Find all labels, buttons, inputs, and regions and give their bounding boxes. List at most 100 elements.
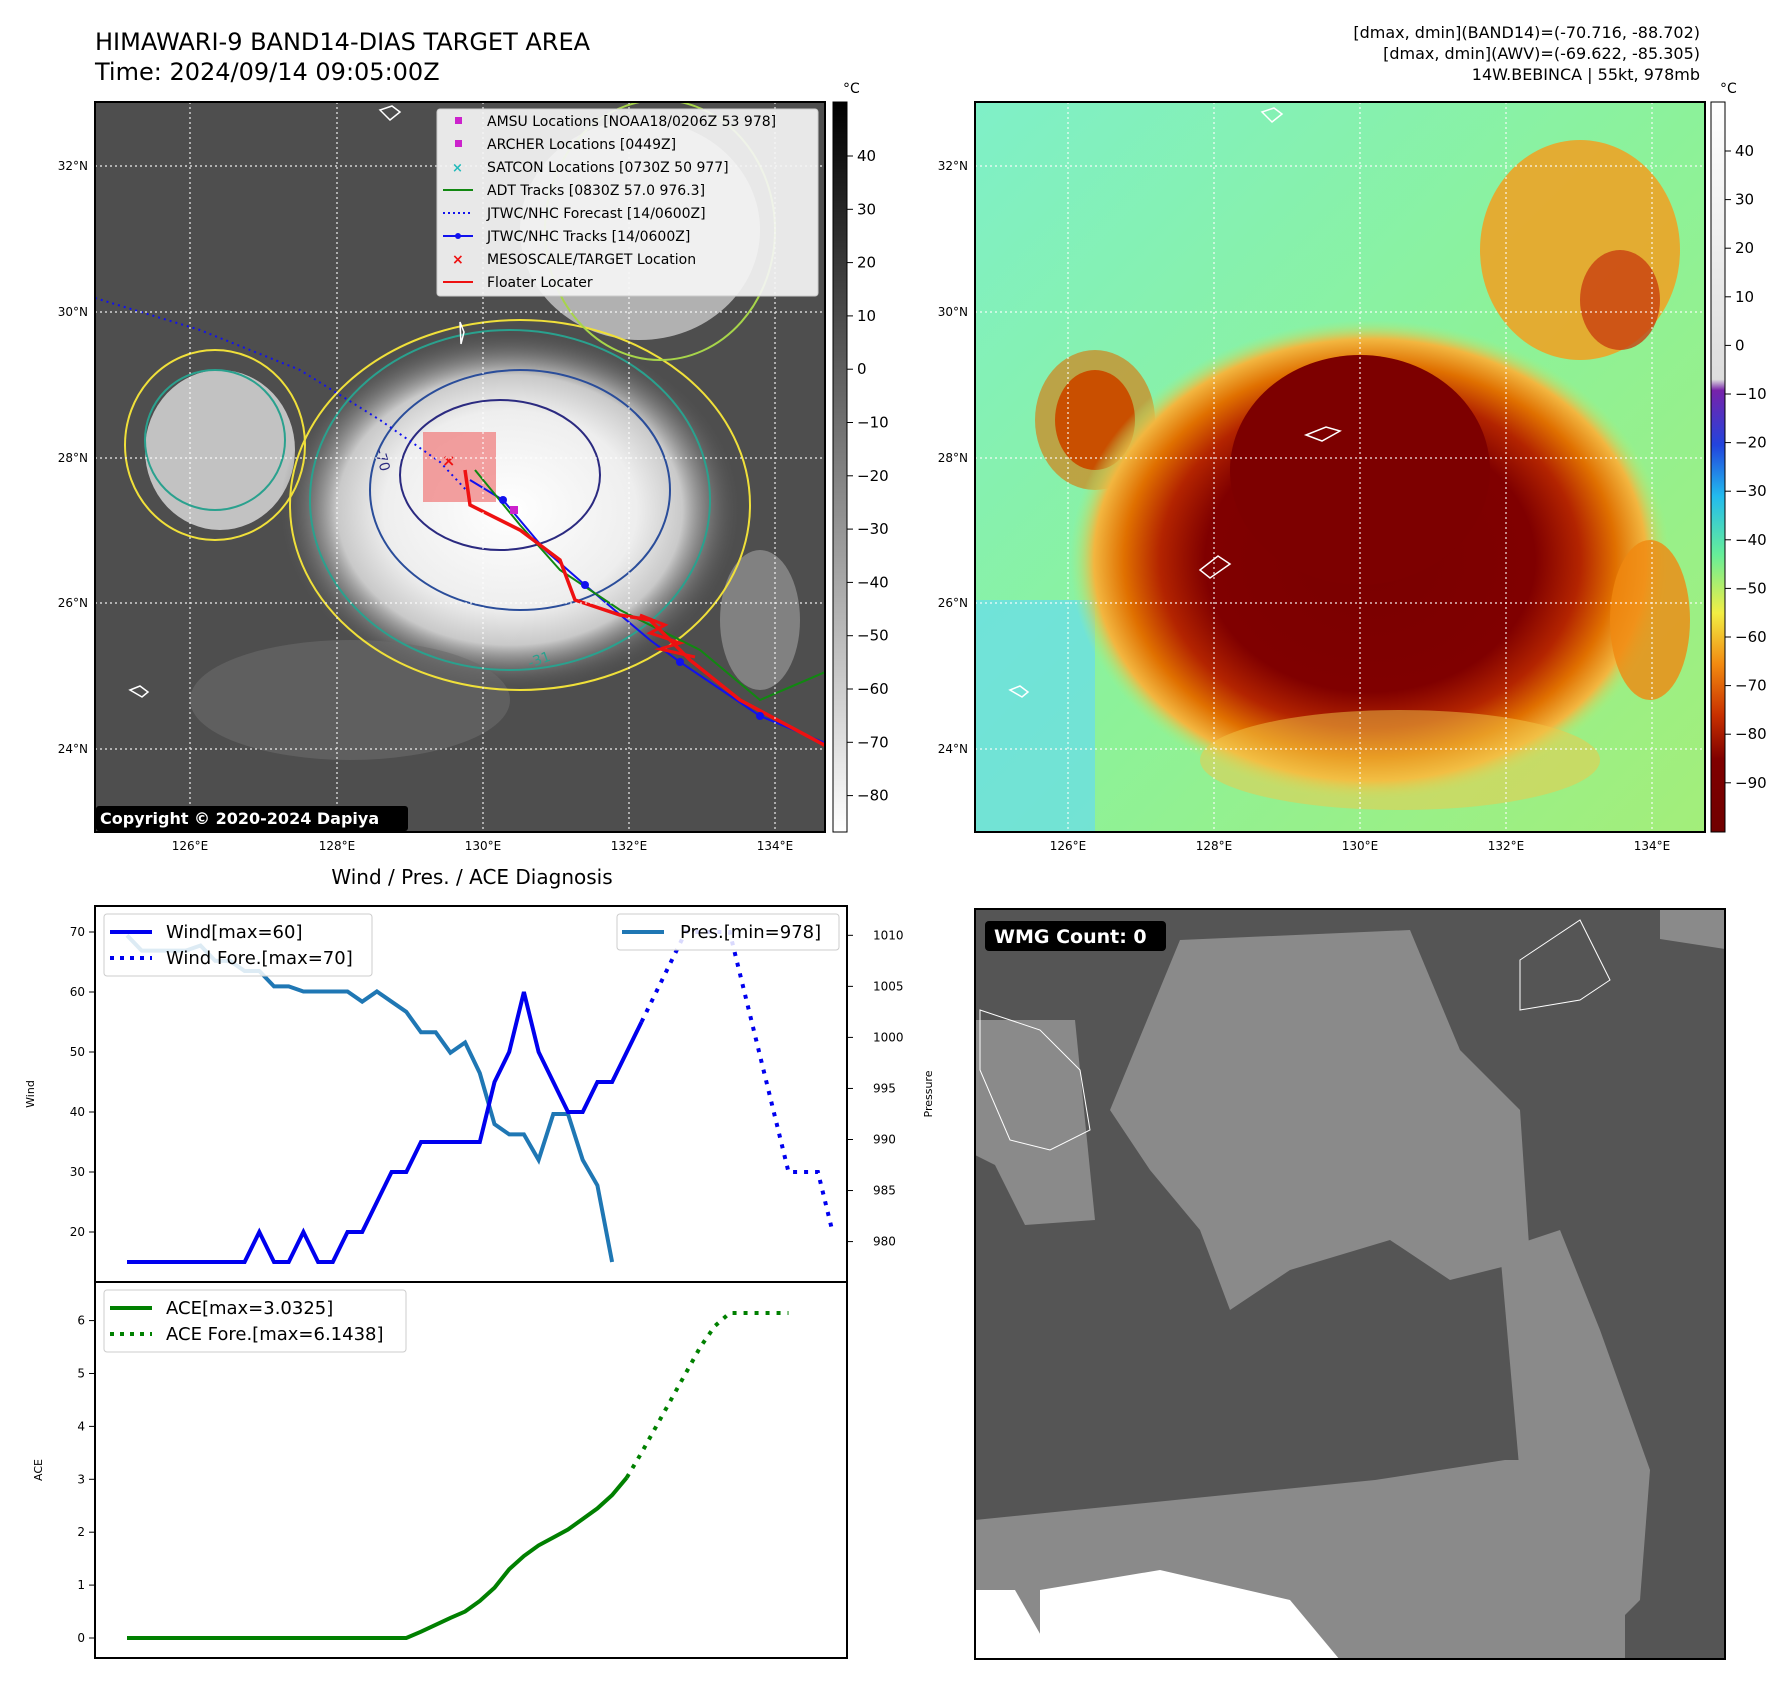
- colorbar-tick: −70: [857, 733, 889, 751]
- colorbar-tick: −50: [1735, 579, 1767, 597]
- lon-label: 130°E: [1342, 839, 1379, 853]
- wind-tick: 30: [70, 1165, 85, 1179]
- pressure-tick: 980: [873, 1235, 896, 1249]
- colorbar-tick: −80: [1735, 725, 1767, 743]
- ace-tick: 1: [77, 1578, 85, 1592]
- lat-label: 24°N: [58, 742, 88, 756]
- ace-tick: 2: [77, 1525, 85, 1539]
- pressure-tick: 985: [873, 1184, 896, 1198]
- lat-label: 26°N: [58, 596, 88, 610]
- lon-label: 126°E: [172, 839, 209, 853]
- colorbar-tick: −40: [857, 573, 889, 591]
- ace-series: [127, 1476, 629, 1640]
- awv-range: [dmax, dmin](AWV)=(-69.622, -85.305): [1383, 44, 1700, 63]
- colorbar-tick: 10: [1735, 288, 1754, 306]
- colorbar-tick: −30: [1735, 482, 1767, 500]
- lon-label: 128°E: [1196, 839, 1233, 853]
- map-legend: × × AMSU Locations [NOAA18/0206Z 53 978]…: [436, 108, 819, 297]
- colorbar-tick: −10: [1735, 385, 1767, 403]
- colorbar-tick: −70: [1735, 677, 1767, 695]
- adt-track: [474, 469, 825, 702]
- pressure-axis-label: Pressure: [922, 1070, 935, 1117]
- target-box: [423, 432, 496, 502]
- ace-axis-label: ACE: [32, 1459, 45, 1481]
- ace-tick: 4: [77, 1419, 85, 1433]
- legend-item: MESOSCALE/TARGET Location: [487, 252, 696, 268]
- colorbar-tick: 30: [857, 200, 876, 218]
- pressure-legend-label: Pres.[min=978]: [680, 922, 821, 943]
- lat-label: 26°N: [938, 596, 968, 610]
- ace-legend: ACE[max=3.0325] ACE Fore.[max=6.1438]: [103, 1289, 407, 1353]
- wind-axis-label: Wind: [24, 1080, 37, 1108]
- lon-label: 130°E: [465, 839, 502, 853]
- gray-colorbar: °C 40 30 20 10 0 −10 −20 −30 −40 −50 −60 −70 −80: [832, 81, 889, 833]
- wind-tick: 20: [70, 1225, 85, 1239]
- pressure-tick: 1000: [873, 1030, 904, 1044]
- colorbar-tick: −30: [857, 520, 889, 538]
- colorbar-tick: −60: [1735, 628, 1767, 646]
- ace-tick: 6: [77, 1314, 85, 1328]
- color-map-panel: 32°N 30°N 28°N 26°N 24°N 126°E 128°E 130…: [938, 101, 1706, 853]
- wind-legend-label: Wind[max=60]: [166, 922, 303, 943]
- storm-info: 14W.BEBINCA | 55kt, 978mb: [1472, 65, 1700, 84]
- colorbar-tick: 40: [1735, 142, 1754, 160]
- lat-label: 28°N: [58, 451, 88, 465]
- legend-item: AMSU Locations [NOAA18/0206Z 53 978]: [487, 114, 776, 130]
- svg-text:×: ×: [442, 451, 455, 470]
- colorbar-tick: 10: [857, 307, 876, 325]
- colorbar-tick: −40: [1735, 531, 1767, 549]
- legend-item: JTWC/NHC Tracks [14/0600Z]: [486, 229, 690, 245]
- legend-item: JTWC/NHC Forecast [14/0600Z]: [486, 206, 706, 222]
- svg-text:×: ×: [452, 161, 463, 176]
- legend-item: Floater Locater: [487, 275, 593, 291]
- lat-label: 24°N: [938, 742, 968, 756]
- colorbar-tick: 0: [857, 360, 867, 378]
- forecast-track: [95, 297, 469, 493]
- pressure-tick: 1005: [873, 979, 904, 993]
- colorbar-tick: 30: [1735, 191, 1754, 209]
- svg-text:×: ×: [452, 252, 464, 268]
- wind-tick: 70: [70, 925, 85, 939]
- pressure-tick: 995: [873, 1081, 896, 1095]
- colorbar-unit: °C: [843, 81, 860, 97]
- figure-time: Time: 2024/09/14 09:05:00Z: [94, 58, 440, 86]
- ace-legend-label: ACE[max=3.0325]: [166, 1298, 333, 1319]
- pressure-tick: 1010: [873, 928, 904, 942]
- wind-tick: 40: [70, 1105, 85, 1119]
- pressure-legend: Pres.[min=978]: [616, 913, 840, 951]
- colorbar-tick: −20: [857, 467, 889, 485]
- contour-label-70: -70: [371, 447, 392, 473]
- lon-label: 128°E: [319, 839, 356, 853]
- lat-label: 32°N: [58, 159, 88, 173]
- lon-label: 126°E: [1050, 839, 1087, 853]
- colorbar-tick: −20: [1735, 434, 1767, 452]
- lat-label: 32°N: [938, 159, 968, 173]
- diagnosis-title: Wind / Pres. / ACE Diagnosis: [331, 865, 612, 889]
- wmg-panel: WMG Count: 0: [974, 908, 1726, 1660]
- lon-label: 134°E: [1634, 839, 1671, 853]
- colorbar-tick: 40: [857, 147, 876, 165]
- colorbar-tick: −10: [857, 414, 889, 432]
- colorbar-tick: −50: [857, 627, 889, 645]
- colorbar-tick: −60: [857, 680, 889, 698]
- colorbar-tick: 20: [1735, 239, 1754, 257]
- wind-forecast-legend-label: Wind Fore.[max=70]: [166, 948, 353, 969]
- colorbar-tick: 0: [1735, 336, 1745, 354]
- lon-label: 132°E: [611, 839, 648, 853]
- pressure-tick: 990: [873, 1132, 896, 1146]
- wind-legend: Wind[max=60] Wind Fore.[max=70]: [103, 913, 373, 977]
- legend-item: ADT Tracks [0830Z 57.0 976.3]: [487, 183, 705, 199]
- colorbar-tick: 20: [857, 254, 876, 272]
- floater-track: [463, 469, 825, 748]
- wind-tick: 60: [70, 985, 85, 999]
- ir-map-panel: × -70 -31 32°N 30°N 28°N 26°N: [58, 101, 826, 853]
- lat-label: 28°N: [938, 451, 968, 465]
- color-colorbar: °C 40 30 20 10 0 −10 −20 −30 −40 −50 −60 −70 −80 −90: [1710, 81, 1767, 833]
- colorbar-tick: −90: [1735, 774, 1767, 792]
- diagnosis-panel: Wind / Pres. / ACE Diagnosis Wind Pressu…: [24, 865, 935, 1659]
- lat-label: 30°N: [58, 305, 88, 319]
- wind-series: [127, 991, 644, 1264]
- lon-label: 132°E: [1488, 839, 1525, 853]
- wmg-count: WMG Count: 0: [994, 926, 1147, 948]
